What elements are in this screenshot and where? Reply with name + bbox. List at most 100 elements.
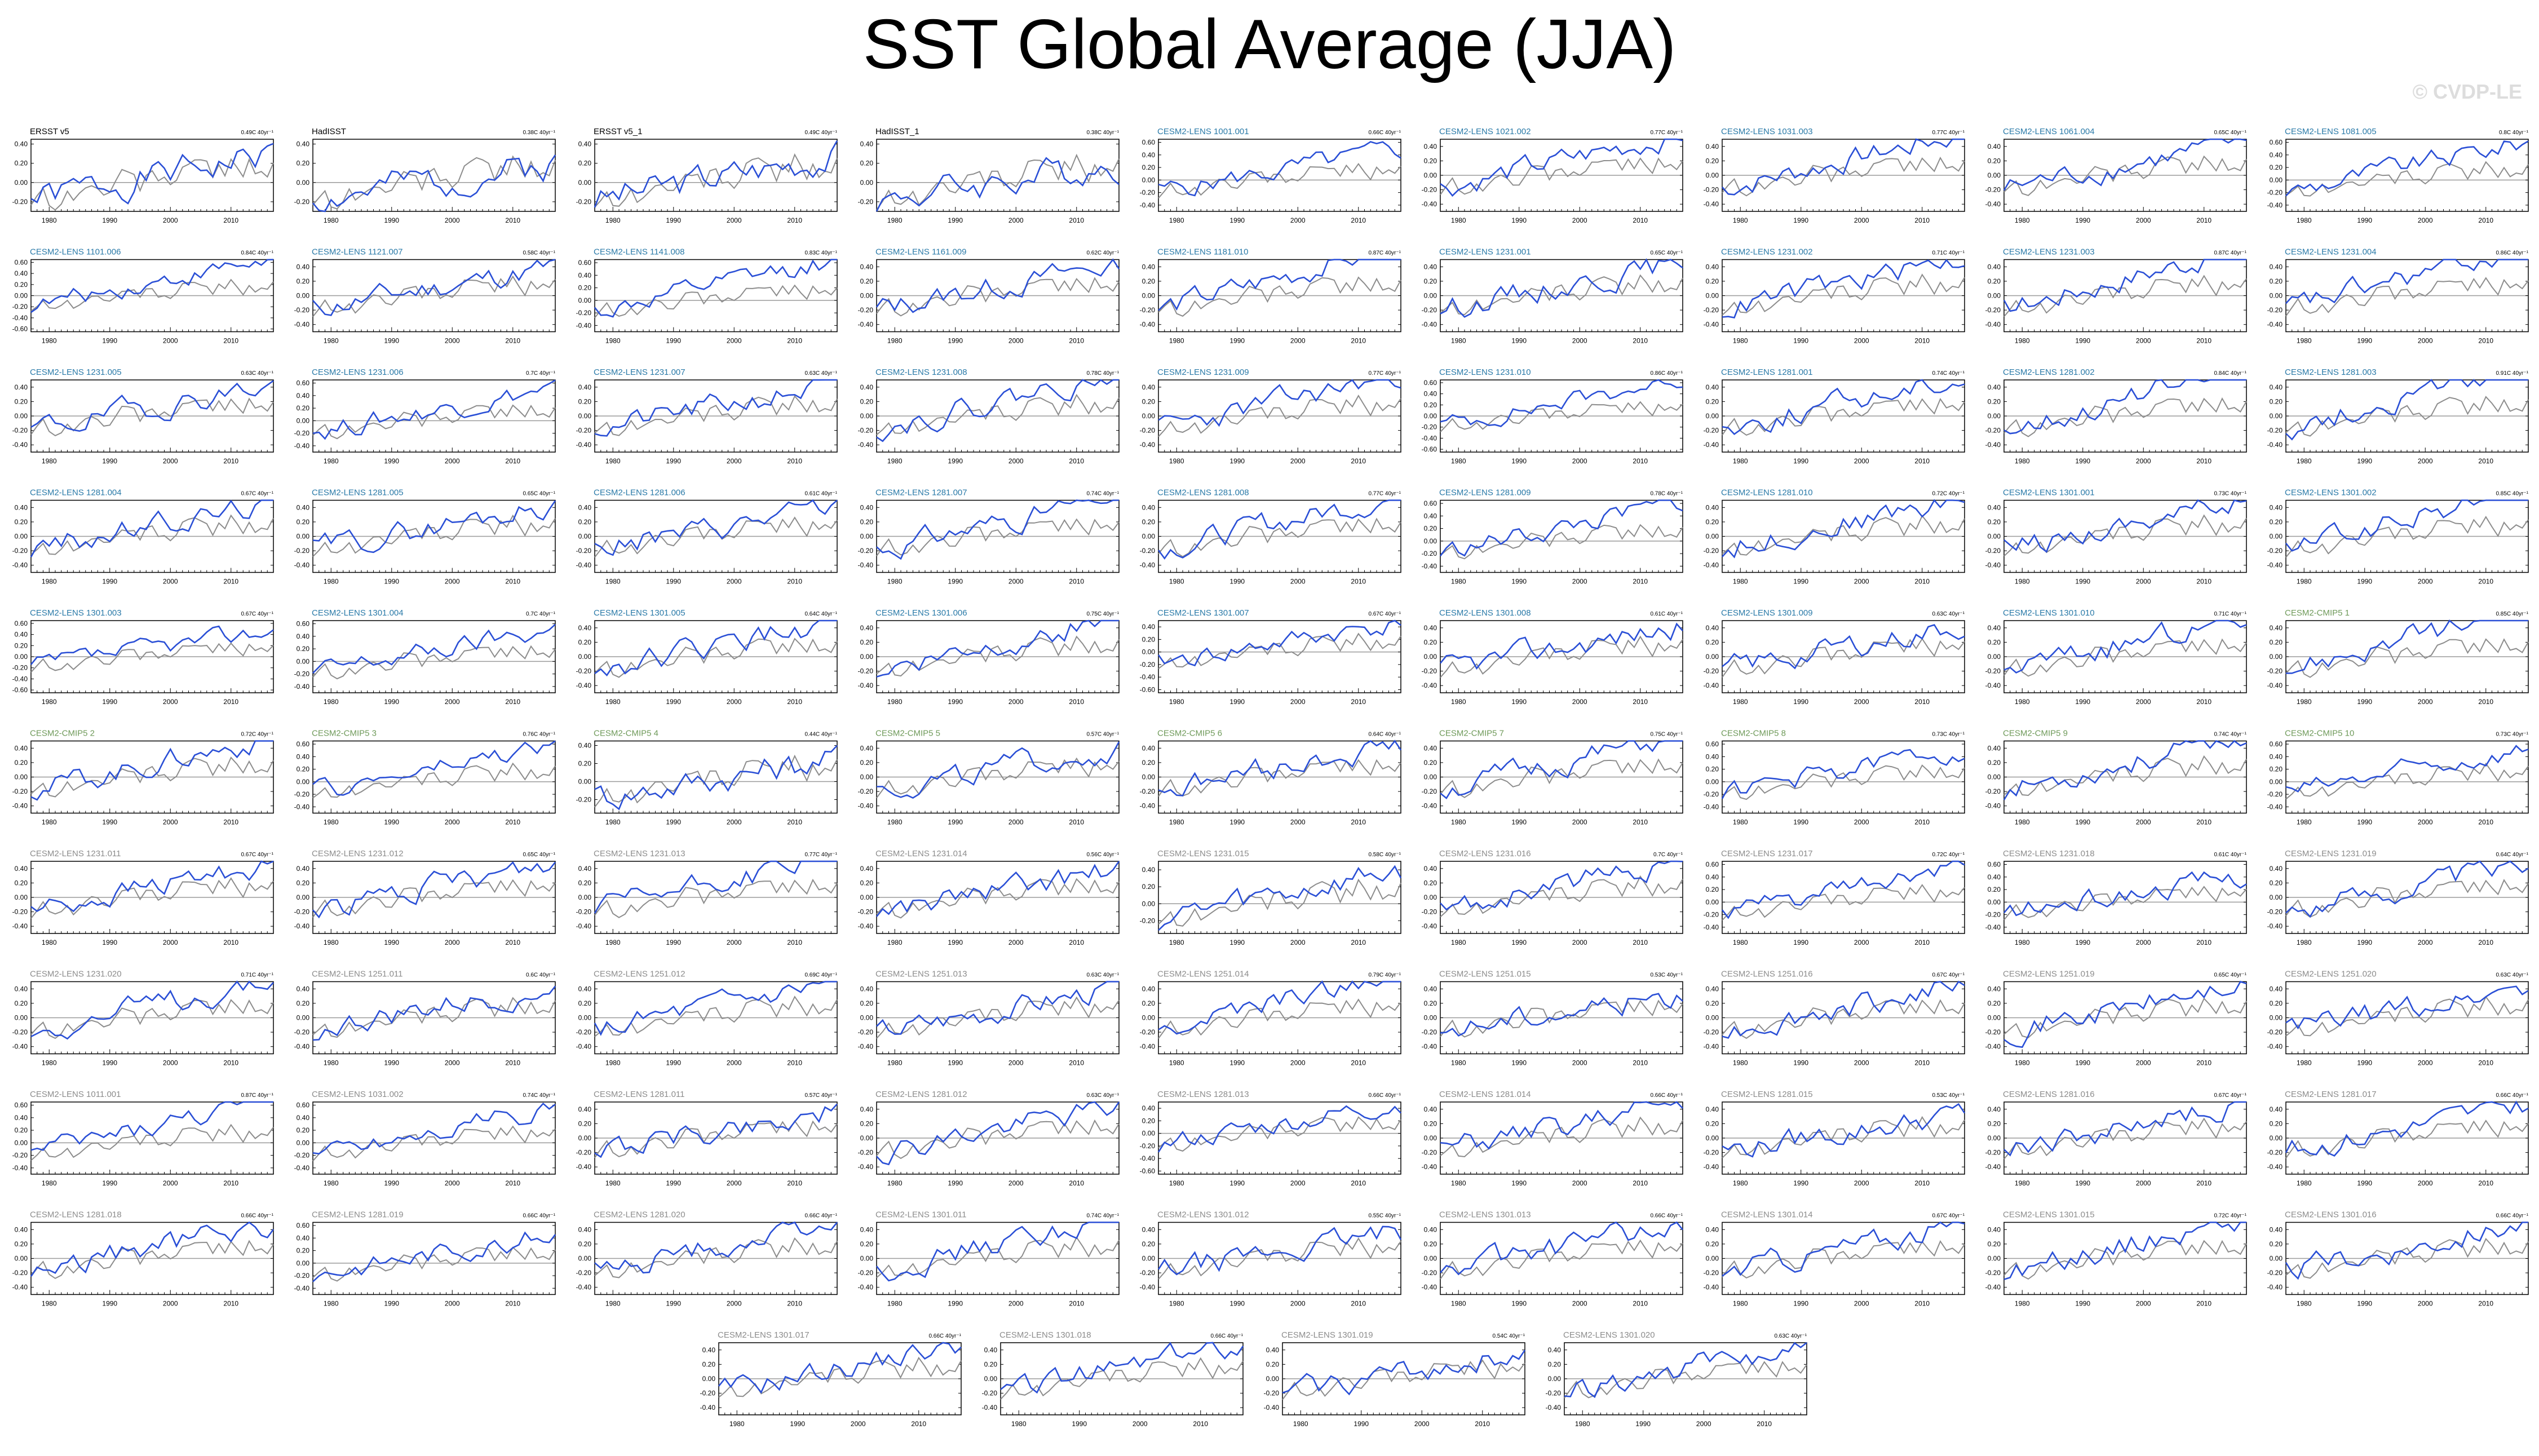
x-tick-label: 1980	[605, 939, 621, 946]
x-tick-label: 2010	[505, 939, 520, 946]
x-tick-label: 2010	[1914, 939, 1930, 946]
x-tick-label: 1980	[605, 216, 621, 224]
panel: CESM2-LENS 1231.003 0.87C 40yr⁻¹ 0.40 0.20 0…	[1985, 247, 2247, 345]
panel: CESM2-LENS 1031.003 0.77C 40yr⁻¹ 0.40 0.20 0…	[1704, 127, 1965, 224]
panel-trend: 0.69C 40yr⁻¹	[804, 972, 837, 979]
panel: CESM2-LENS 1301.009 0.63C 40yr⁻¹ 0.40 0.20 0…	[1704, 608, 1965, 706]
x-tick-label: 2010	[2478, 337, 2493, 345]
x-tick-label: 2000	[163, 578, 178, 586]
x-tick-label: 1980	[1451, 698, 1466, 706]
panel-title: CESM2-LENS 1251.013	[875, 970, 967, 979]
x-tick-label: 1990	[1229, 457, 1245, 465]
y-tick-label: -0.40	[294, 922, 310, 930]
x-tick-label: 1980	[324, 457, 339, 465]
y-tick-label: -0.20	[1140, 547, 1156, 555]
x-tick-label: 2010	[787, 216, 802, 224]
panel-trend: 0.72C 40yr⁻¹	[1932, 852, 1965, 858]
model-series-line	[594, 860, 837, 914]
obs-series-line	[1158, 276, 1401, 317]
y-tick-label: -0.60	[1422, 445, 1437, 453]
obs-series-line	[2003, 155, 2247, 196]
y-tick-label: -0.40	[576, 1043, 592, 1051]
x-tick-label: 1990	[948, 1059, 963, 1067]
x-tick-label: 2000	[163, 457, 178, 465]
y-tick-label: 0.00	[578, 412, 592, 420]
panel-trend: 0.44C 40yr⁻¹	[804, 732, 837, 738]
y-tick-label: 0.00	[2270, 533, 2283, 541]
model-series-line	[2285, 259, 2528, 304]
panel-title: CESM2-LENS 1231.001	[1439, 247, 1531, 257]
y-tick-label: -0.20	[1704, 186, 1719, 194]
y-tick-label: -0.40	[1422, 321, 1437, 329]
x-tick-label: 2000	[2418, 457, 2433, 465]
x-tick-label: 1990	[1793, 216, 1808, 224]
model-series-line	[594, 379, 837, 437]
y-tick-label: 0.40	[1988, 143, 2001, 151]
y-tick-label: -0.40	[1140, 673, 1156, 681]
panel: CESM2-CMIP5 3 0.76C 40yr⁻¹ 0.60 0.40 0.20 0.0…	[294, 729, 556, 826]
panel-trend: 0.38C 40yr⁻¹	[523, 130, 555, 136]
panel-frame	[1722, 740, 1965, 814]
x-tick-label: 1980	[1169, 457, 1184, 465]
y-tick-label: 0.20	[1424, 879, 1437, 887]
x-tick-label: 1980	[324, 1059, 339, 1067]
panel: CESM2-LENS 1301.008 0.61C 40yr⁻¹ 0.40 0.20 0…	[1422, 608, 1683, 706]
x-tick-label: 1990	[2075, 216, 2090, 224]
y-tick-label: 0.20	[578, 760, 592, 768]
y-tick-label: -0.40	[2267, 561, 2283, 569]
panel-frame	[312, 139, 556, 212]
x-tick-label: 1980	[1733, 457, 1748, 465]
y-tick-label: -0.20	[294, 306, 310, 314]
y-tick-label: -0.20	[1422, 306, 1437, 314]
x-tick-label: 1990	[1793, 818, 1808, 826]
panel-trend: 0.71C 40yr⁻¹	[241, 972, 273, 979]
x-tick-label: 1980	[1169, 337, 1184, 345]
y-tick-label: 0.00	[15, 893, 28, 901]
y-tick-label: 0.40	[1988, 624, 2001, 632]
y-tick-label: 0.20	[297, 404, 310, 412]
y-tick-label: -0.20	[294, 670, 310, 678]
panel-title: CESM2-LENS 1231.002	[1721, 247, 1813, 257]
y-tick-label: 0.00	[2270, 176, 2283, 184]
y-tick-label: 0.40	[2270, 985, 2283, 993]
x-tick-label: 2000	[1572, 578, 1587, 586]
y-tick-label: -0.20	[1985, 911, 2001, 919]
panel-title: CESM2-LENS 1081.005	[2285, 127, 2377, 136]
model-series-line	[1440, 138, 1683, 197]
x-tick-label: 2010	[1351, 939, 1366, 946]
y-tick-label: -0.20	[576, 427, 592, 435]
y-tick-label: 0.00	[15, 1014, 28, 1022]
x-tick-label: 2000	[1008, 578, 1024, 586]
y-tick-label: 0.20	[578, 638, 592, 646]
y-tick-label: -0.40	[576, 441, 592, 449]
y-tick-label: 0.00	[1424, 171, 1437, 179]
x-tick-label: 2000	[1008, 216, 1024, 224]
x-tick-label: 1980	[2015, 457, 2030, 465]
x-tick-label: 2000	[1572, 216, 1587, 224]
x-tick-label: 1980	[2297, 939, 2312, 946]
y-tick-label: -0.40	[1704, 803, 1719, 811]
x-tick-label: 2000	[1572, 337, 1587, 345]
y-tick-label: -0.40	[2267, 922, 2283, 930]
panel-trend: 0.84C 40yr⁻¹	[2214, 370, 2246, 377]
y-tick-label: 0.40	[578, 624, 592, 632]
model-series-line	[1722, 379, 1965, 435]
model-series-line	[594, 499, 838, 556]
panel: CESM2-CMIP5 4 0.44C 40yr⁻¹ 0.40 0.20 0.00 -0.…	[576, 729, 838, 826]
panel-title: CESM2-LENS 1251.016	[1721, 970, 1813, 979]
obs-series-line	[2003, 275, 2247, 317]
y-tick-label: 0.20	[1424, 759, 1437, 767]
y-tick-label: -0.40	[1704, 1043, 1719, 1051]
y-tick-label: -0.20	[294, 198, 310, 206]
y-tick-label: -0.40	[858, 681, 874, 689]
y-tick-label: 0.20	[578, 284, 592, 292]
x-tick-label: 2010	[787, 1059, 802, 1067]
y-tick-label: 0.40	[297, 263, 310, 271]
x-tick-label: 1990	[1793, 578, 1808, 586]
y-tick-label: 0.40	[860, 985, 874, 993]
x-tick-label: 2010	[1633, 698, 1648, 706]
y-tick-label: 0.40	[15, 383, 28, 391]
model-series-line	[2003, 980, 2247, 1048]
y-tick-label: -0.40	[1704, 681, 1719, 689]
x-tick-label: 2000	[1572, 939, 1587, 946]
